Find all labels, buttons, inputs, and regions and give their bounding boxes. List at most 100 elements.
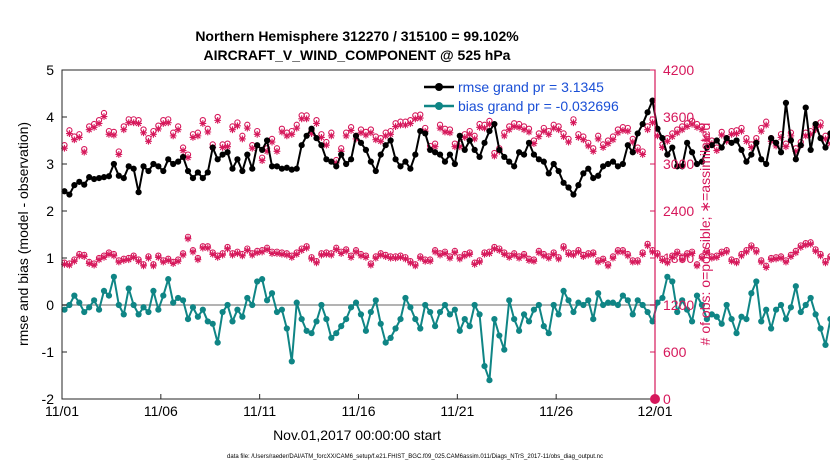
obs-upper-assimilated-marker bbox=[95, 120, 103, 127]
obs-upper-assimilated-marker bbox=[619, 127, 627, 134]
obs-lower-assimilated-marker bbox=[752, 248, 760, 256]
rmse-point bbox=[664, 151, 671, 158]
bias-point bbox=[343, 316, 350, 323]
rmse-point bbox=[244, 151, 251, 158]
obs-upper-assimilated-marker bbox=[357, 129, 365, 137]
bias-point bbox=[412, 316, 419, 323]
rmse-point bbox=[170, 160, 177, 168]
obs-lower-assimilated-marker bbox=[609, 254, 617, 262]
bias-point bbox=[817, 325, 824, 332]
left-y-tick-label: 5 bbox=[46, 62, 54, 78]
rmse-point bbox=[763, 160, 770, 168]
x-tick-label: 12/01 bbox=[637, 403, 672, 419]
rmse-point bbox=[229, 165, 236, 172]
obs-upper-assimilated-marker bbox=[416, 114, 424, 122]
bias-point bbox=[516, 327, 523, 334]
obs-upper-assimilated-marker bbox=[703, 136, 711, 144]
rmse-point bbox=[743, 158, 750, 165]
obs-lower-assimilated-marker bbox=[812, 247, 820, 255]
bias-point bbox=[743, 316, 750, 323]
obs-upper-assimilated-marker bbox=[268, 138, 276, 146]
obs-lower-assimilated-marker bbox=[293, 250, 301, 258]
bias-point bbox=[165, 276, 172, 283]
rmse-point bbox=[679, 163, 686, 170]
obs-upper-assimilated-marker bbox=[278, 128, 286, 136]
rmse-point bbox=[352, 132, 360, 139]
rmse-point bbox=[441, 158, 449, 165]
obs-upper-assimilated-marker bbox=[579, 136, 587, 144]
obs-upper-assimilated-marker bbox=[402, 121, 409, 129]
bias-point bbox=[768, 325, 775, 332]
obs-lower-assimilated-marker bbox=[693, 262, 701, 270]
rmse-point bbox=[471, 146, 478, 153]
obs-lower-assimilated-marker bbox=[342, 247, 350, 255]
obs-lower-assimilated-marker bbox=[392, 254, 399, 262]
bias-point bbox=[407, 304, 414, 311]
bias-point bbox=[748, 290, 755, 297]
bias-point bbox=[323, 316, 330, 323]
rmse-point bbox=[402, 158, 409, 165]
bias-point bbox=[293, 299, 300, 306]
obs-lower-assimilated-marker bbox=[545, 254, 553, 262]
obs-lower-assimilated-marker bbox=[90, 261, 98, 269]
rmse-point bbox=[530, 151, 538, 158]
obs-upper-assimilated-marker bbox=[663, 137, 671, 145]
rmse-point bbox=[273, 163, 281, 170]
rmse-point bbox=[120, 175, 127, 182]
left-y-axis: -2 -1 0 1 2 3 4 5 bbox=[42, 62, 67, 407]
rmse-point bbox=[189, 175, 197, 182]
bias-point bbox=[550, 301, 557, 309]
obs-upper-assimilated-marker bbox=[105, 130, 113, 138]
rmse-point bbox=[239, 167, 246, 175]
obs-upper-assimilated-marker bbox=[456, 143, 464, 151]
bias-point bbox=[718, 320, 725, 327]
bias-point bbox=[71, 292, 78, 299]
rmse-point bbox=[387, 137, 394, 144]
bias-point bbox=[674, 308, 681, 316]
obs-lower-assimilated-marker bbox=[481, 250, 488, 258]
bias-point bbox=[629, 311, 636, 318]
obs-lower-assimilated-marker bbox=[599, 257, 607, 264]
rmse-point bbox=[600, 163, 607, 170]
rmse-point bbox=[451, 160, 458, 168]
rmse-point bbox=[135, 189, 142, 196]
obs-upper-assimilated-marker bbox=[392, 123, 399, 130]
obs-lower-assimilated-marker bbox=[75, 252, 83, 260]
obs-upper-assimilated-marker bbox=[214, 116, 222, 124]
obs-upper-assimilated-marker bbox=[584, 142, 592, 150]
rmse-point bbox=[486, 128, 493, 135]
obs-upper-assimilated-marker bbox=[609, 136, 617, 144]
obs-lower-assimilated-marker bbox=[807, 240, 815, 248]
rmse-point bbox=[516, 149, 523, 156]
rmse-point bbox=[382, 142, 389, 149]
rmse-point bbox=[288, 166, 295, 173]
rmse-point bbox=[540, 158, 547, 165]
left-y-tick-label: -2 bbox=[42, 391, 55, 407]
rmse-point bbox=[624, 142, 631, 149]
rmse-point bbox=[249, 165, 256, 172]
bias-point bbox=[318, 301, 325, 309]
obs-upper-assimilated-marker bbox=[683, 123, 691, 130]
obs-lower-assimilated-marker bbox=[179, 251, 187, 259]
rmse-point bbox=[81, 181, 88, 188]
obs-upper-assimilated-marker bbox=[313, 120, 320, 127]
obs-lower-assimilated-marker bbox=[510, 251, 518, 259]
rmse-point bbox=[372, 167, 379, 175]
obs-upper-assimilated-marker bbox=[169, 132, 177, 140]
obs-lower-assimilated-marker bbox=[436, 251, 444, 259]
rmse-point bbox=[362, 146, 370, 153]
rmse-point bbox=[634, 130, 641, 137]
obs-lower-assimilated-marker bbox=[184, 235, 192, 243]
obs-lower-assimilated-marker bbox=[332, 246, 340, 254]
bias-point bbox=[580, 301, 587, 309]
obs-upper-assimilated-marker bbox=[782, 143, 790, 151]
bias-point bbox=[81, 308, 88, 316]
legend-rmse-label: rmse grand pr = 3.1345 bbox=[458, 79, 604, 95]
rmse-point bbox=[86, 174, 93, 181]
obs-lower-assimilated-marker bbox=[471, 260, 479, 268]
rmse-point bbox=[293, 165, 300, 172]
obs-lower-assimilated-marker bbox=[683, 251, 691, 259]
bias-point bbox=[511, 316, 518, 323]
obs-upper-assimilated-marker bbox=[639, 151, 647, 158]
bias-point bbox=[530, 306, 538, 313]
